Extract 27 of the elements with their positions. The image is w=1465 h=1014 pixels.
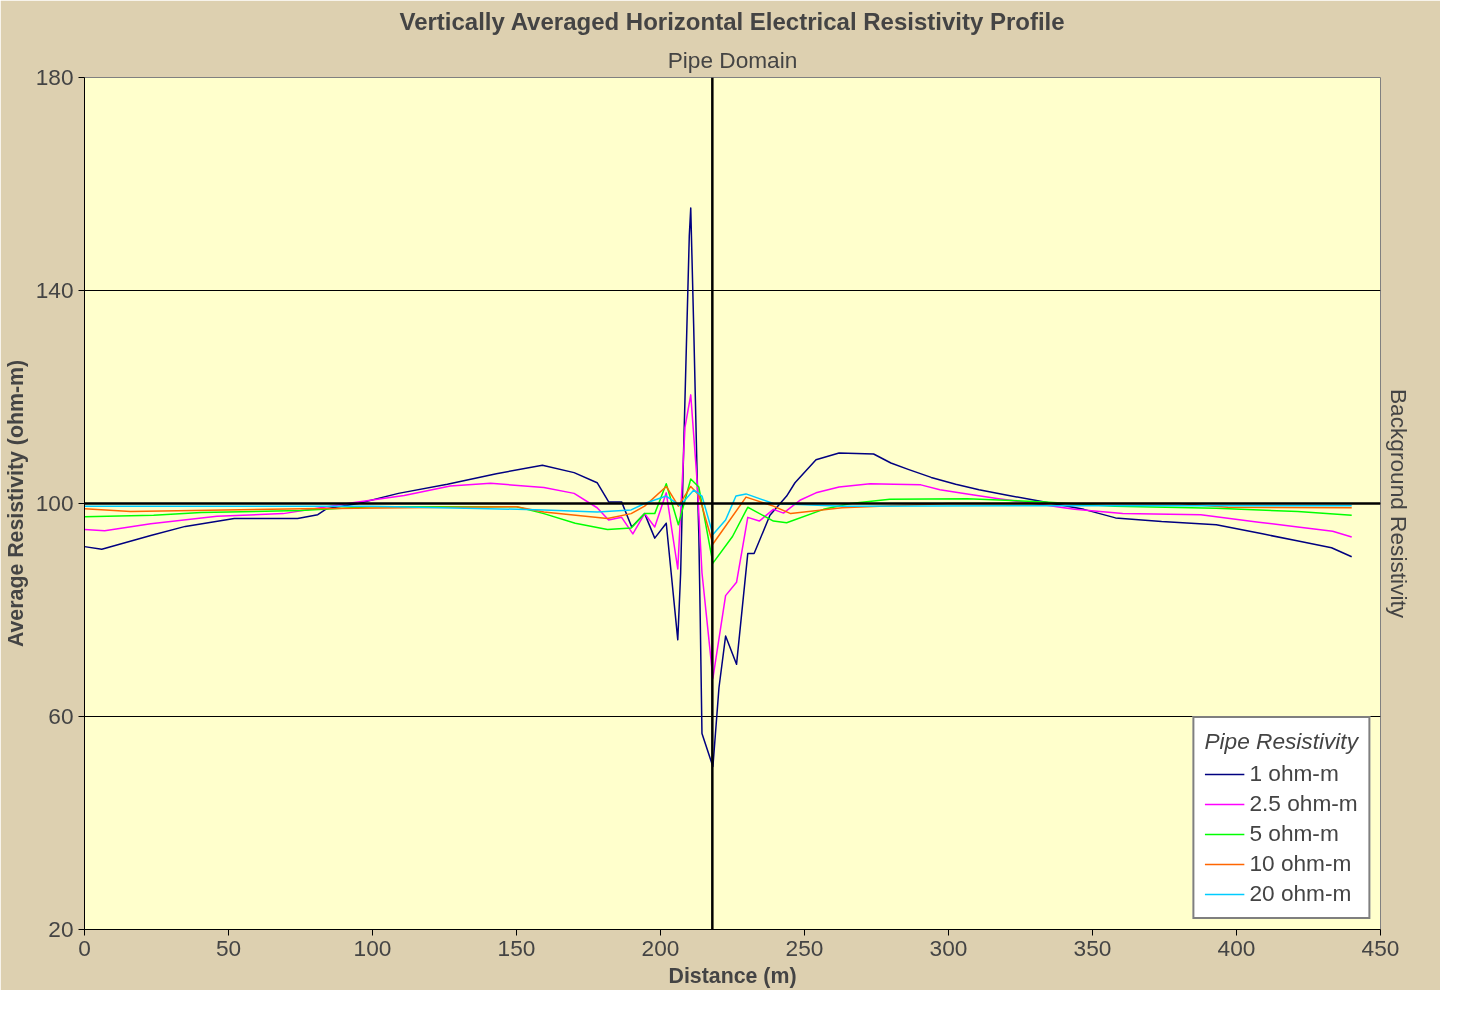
ref-line-label: Background Resistivity (1385, 388, 1412, 619)
y-tick-label: 140 (35, 277, 74, 303)
legend-label: 10 ohm-m (1249, 850, 1352, 877)
legend-label: 5 ohm-m (1249, 820, 1339, 847)
x-tick-label: 100 (353, 934, 392, 961)
line-series (84, 489, 1353, 536)
x-tick-label: 350 (1073, 934, 1112, 961)
ref-line-label: Pipe Domain (667, 46, 798, 73)
legend-title: Pipe Resistivity (1204, 728, 1358, 755)
y-tick-label: 60 (48, 703, 74, 729)
y-tick-label: 100 (35, 490, 74, 516)
x-tick-label: 400 (1217, 934, 1256, 961)
x-tick-label: 0 (78, 934, 91, 961)
x-tick-label: 200 (641, 934, 680, 961)
chart-title: Vertically Averaged Horizontal Electrical Resistivity Profile (399, 7, 1065, 35)
x-tick-label: 250 (785, 934, 824, 961)
y-tick-label: 20 (48, 916, 74, 942)
x-tick-label: 300 (929, 934, 968, 961)
y-tick-label: 180 (35, 64, 74, 90)
legend-label: 2.5 ohm-m (1249, 790, 1358, 817)
x-axis-title: Distance (m) (668, 963, 797, 988)
y-axis-title: Average Resistivity (ohm-m) (3, 359, 28, 648)
x-tick-label: 50 (215, 934, 242, 961)
x-tick-label: 450 (1361, 934, 1400, 961)
legend-label: 20 ohm-m (1249, 880, 1352, 907)
x-tick-label: 150 (497, 934, 536, 961)
legend-label: 1 ohm-m (1249, 760, 1339, 787)
